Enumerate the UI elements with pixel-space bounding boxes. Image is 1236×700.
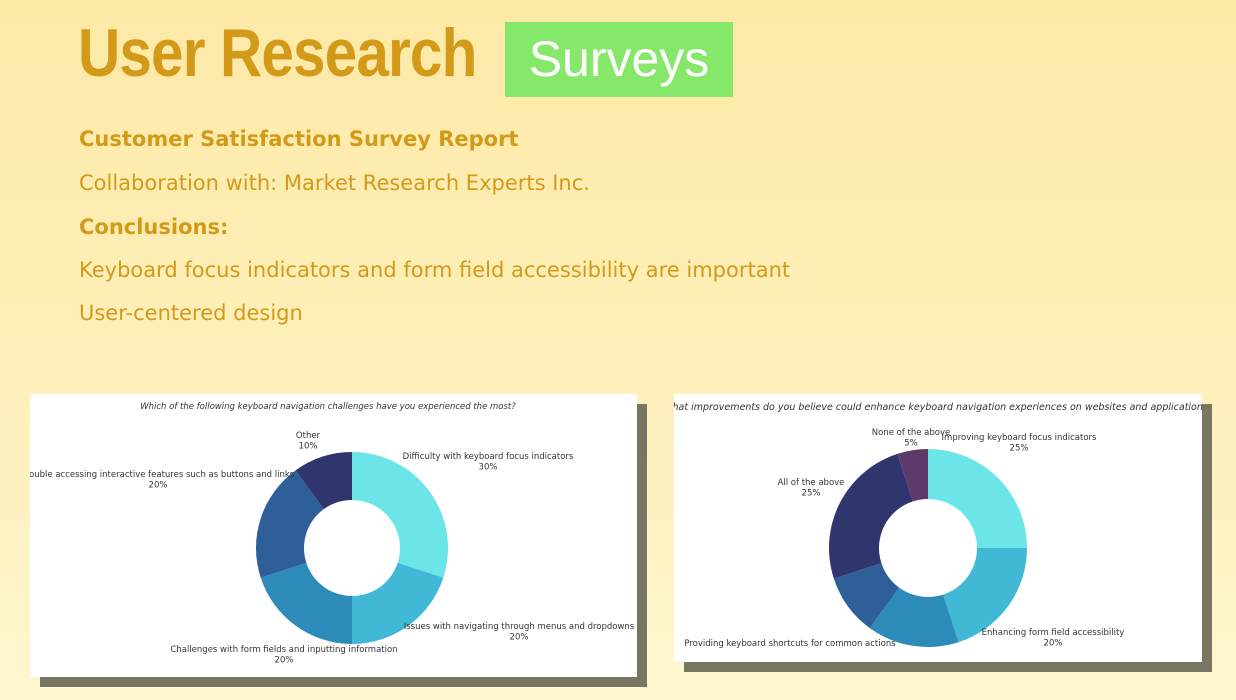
slice-label-value: 25% — [1010, 444, 1029, 454]
slice-label-value: 20% — [1044, 639, 1063, 649]
slice-label-name: Issues with navigating through menus and… — [404, 622, 635, 632]
donut-slice — [295, 452, 352, 510]
slice-label-name: Improving keyboard focus indicators — [942, 433, 1097, 443]
improvements-chart-card: What improvements do you believe could e… — [674, 394, 1202, 662]
slice-label: Providing keyboard shortcuts for common … — [684, 639, 896, 649]
conclusion-item: User-centered design — [79, 301, 303, 325]
slice-label-value: 20% — [275, 656, 294, 666]
slice-label: Challenges with form fields and inputtin… — [170, 645, 397, 666]
donut-slice — [833, 563, 900, 629]
slice-label-value: 5% — [904, 439, 918, 449]
conclusions-heading: Conclusions: — [79, 215, 229, 239]
surveys-badge: Surveys — [505, 22, 733, 97]
collaboration-text: Collaboration with: Market Research Expe… — [79, 171, 590, 195]
donut-slice — [256, 470, 324, 578]
chart-title: Which of the following keyboard navigati… — [140, 402, 516, 412]
slice-label-name: All of the above — [778, 478, 845, 488]
chart-title: What improvements do you believe could e… — [674, 402, 1202, 413]
challenges-donut-chart: Which of the following keyboard navigati… — [30, 402, 635, 666]
slice-label: Difficulty with keyboard focus indicator… — [403, 452, 574, 473]
donut-slice — [260, 562, 352, 644]
challenges-chart-card: Which of the following keyboard navigati… — [30, 394, 637, 677]
donut-slice — [352, 452, 448, 578]
slice-label-value: 30% — [479, 463, 498, 473]
slice-label-name: Enhancing form field accessibility — [982, 628, 1125, 638]
slice-label-value: 10% — [299, 442, 318, 452]
page-title: User Research — [78, 15, 477, 91]
slice-label-name: Providing keyboard shortcuts for common … — [684, 639, 896, 649]
slice-label-value: 25% — [802, 489, 821, 499]
slice-label-name: Challenges with form fields and inputtin… — [170, 645, 397, 655]
improvements-donut-chart: What improvements do you believe could e… — [674, 402, 1202, 649]
report-heading: Customer Satisfaction Survey Report — [79, 127, 519, 151]
donut-slice — [897, 449, 928, 502]
slice-label-name: Difficulty with keyboard focus indicator… — [403, 452, 574, 462]
conclusion-item: Keyboard focus indicators and form field… — [79, 258, 791, 282]
slice-label-value: 20% — [510, 633, 529, 643]
slice-label-name: None of the above — [872, 428, 951, 438]
donut-slice — [352, 562, 444, 644]
donut-slice — [829, 453, 913, 579]
donut-slice — [943, 548, 1027, 643]
slice-label: Issues with navigating through menus and… — [404, 622, 635, 643]
donut-slice — [928, 449, 1027, 548]
donut-slice — [869, 587, 959, 647]
slice-label-name: Trouble accessing interactive features s… — [30, 470, 295, 480]
slice-label-name: Other — [296, 431, 321, 441]
slice-label-value: 20% — [149, 481, 168, 491]
slice-label: Trouble accessing interactive features s… — [30, 470, 295, 491]
